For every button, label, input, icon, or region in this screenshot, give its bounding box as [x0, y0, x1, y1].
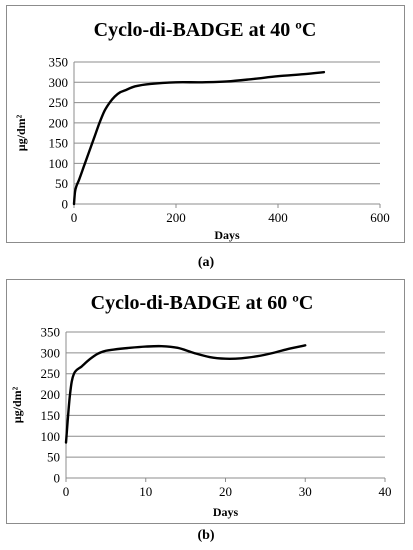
- y-tick-label: 50: [55, 176, 68, 191]
- x-tick-label: 400: [268, 210, 288, 225]
- chart-panel-b: Cyclo-di-BADGE at 60 ºC 0 50 100 150 200 250 30…: [6, 279, 405, 524]
- y-tick-label: 200: [49, 115, 69, 130]
- x-axis-label: Days: [213, 505, 239, 519]
- caption-a: (a): [197, 255, 215, 270]
- x-tick-label: 200: [166, 210, 186, 225]
- y-tick-label: 250: [49, 95, 69, 110]
- x-tick-label: 600: [370, 210, 390, 225]
- y-tick-label: 350: [41, 325, 61, 340]
- y-tick-label: 100: [49, 156, 69, 171]
- y-tick-label: 100: [41, 429, 61, 444]
- caption-b: (b): [197, 528, 215, 543]
- y-axis-label: µg/dm²: [14, 114, 28, 151]
- y-tick-label: 350: [49, 55, 69, 70]
- y-tick-label: 150: [49, 136, 69, 151]
- x-axis-label: Days: [214, 228, 240, 242]
- chart-a-svg: Cyclo-di-BADGE at 40 ºC 0 50 100 150 200 250 30…: [14, 19, 390, 242]
- chart-panel-a: Cyclo-di-BADGE at 40 ºC 0 50 100 150 200 250 30…: [6, 5, 405, 243]
- x-tick-label: 20: [219, 484, 232, 499]
- y-tick-label: 50: [47, 450, 60, 465]
- y-tick-label: 150: [41, 408, 61, 423]
- x-tick-label: 30: [299, 484, 312, 499]
- y-tick-label: 300: [41, 345, 61, 360]
- series-line: [72, 70, 326, 206]
- y-tick-label: 0: [54, 471, 61, 486]
- y-axis-label: µg/dm²: [10, 386, 24, 423]
- y-tick-label: 200: [41, 387, 61, 402]
- x-tick-label: 40: [379, 484, 392, 499]
- x-tick-label: 0: [63, 484, 70, 499]
- y-tick-label: 0: [62, 197, 69, 212]
- x-tick-label: 10: [139, 484, 152, 499]
- y-tick-label: 250: [41, 366, 61, 381]
- y-tick-label: 300: [49, 75, 69, 90]
- chart-b-svg: Cyclo-di-BADGE at 60 ºC05010015020025030…: [10, 292, 392, 519]
- chart-title: Cyclo-di-BADGE at 60 ºC: [91, 292, 314, 314]
- x-tick-label: 0: [71, 210, 78, 225]
- series-line: [64, 344, 307, 444]
- chart-title: Cyclo-di-BADGE at 40 ºC: [94, 19, 317, 41]
